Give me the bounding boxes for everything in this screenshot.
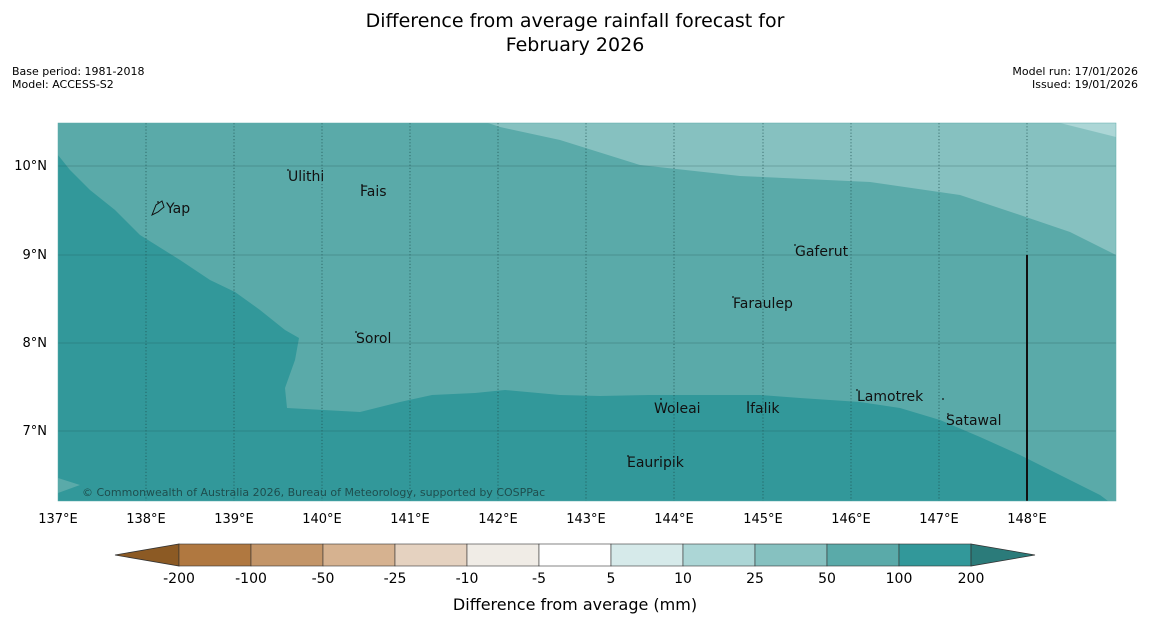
colorbar-tick-label: 5 bbox=[607, 571, 616, 587]
longitude-label: 143°E bbox=[566, 512, 606, 527]
latitude-label: 10°N bbox=[14, 159, 47, 174]
place-label: Woleai bbox=[654, 401, 701, 417]
colorbar-title: Difference from average (mm) bbox=[453, 595, 697, 614]
zone-25-50 bbox=[488, 123, 1116, 255]
island-dot bbox=[287, 169, 289, 171]
longitude-label: 137°E bbox=[38, 512, 78, 527]
colorbar-swatch bbox=[682, 543, 756, 567]
title-line-1: Difference from average rainfall forecas… bbox=[365, 10, 785, 32]
colorbar bbox=[114, 543, 1036, 567]
colorbar-tick-label: 200 bbox=[958, 571, 985, 587]
latitude-label: 8°N bbox=[23, 336, 48, 351]
colorbar-tick-label: -25 bbox=[384, 571, 407, 587]
island-dot bbox=[157, 201, 159, 203]
model-name: Model: ACCESS-S2 bbox=[12, 78, 114, 91]
island-markers bbox=[157, 169, 949, 457]
issued-date: Issued: 19/01/2026 bbox=[1031, 78, 1138, 91]
colorbar-tick-label: -50 bbox=[312, 571, 335, 587]
island-dot bbox=[361, 184, 363, 186]
colorbar-extend-low bbox=[114, 543, 180, 567]
colorbar-swatch bbox=[610, 543, 684, 567]
yap-island-outline bbox=[151, 200, 165, 217]
island-dot bbox=[856, 389, 858, 391]
island-dot bbox=[355, 331, 357, 333]
colorbar-swatch bbox=[754, 543, 828, 567]
latitude-label: 7°N bbox=[23, 424, 48, 439]
place-labels: Ulithi Fais Yap Gaferut Faraulep Sorol Lamotre… bbox=[165, 169, 1001, 471]
colorbar-tick-label: -200 bbox=[163, 571, 195, 587]
colorbar-swatch bbox=[826, 543, 900, 567]
island-dot bbox=[747, 401, 749, 403]
latitude-label: 9°N bbox=[23, 248, 48, 263]
place-label: Sorol bbox=[356, 331, 391, 347]
colorbar-tick-labels: -200 -100 -50 -25 -10 -5 5 10 25 50 100 200 bbox=[163, 571, 984, 587]
colorbar-tick-label: 50 bbox=[818, 571, 836, 587]
colorbar-tick-label: 25 bbox=[746, 571, 764, 587]
island-dot bbox=[627, 455, 629, 457]
place-label: Yap bbox=[165, 201, 190, 217]
colorbar-swatch bbox=[250, 543, 324, 567]
place-label: Lamotrek bbox=[857, 389, 924, 405]
colorbar-tick-label: -5 bbox=[532, 571, 546, 587]
colorbar-swatch bbox=[178, 543, 252, 567]
longitude-label: 138°E bbox=[126, 512, 166, 527]
longitude-label: 139°E bbox=[214, 512, 254, 527]
island-dot bbox=[942, 398, 944, 400]
longitude-label: 144°E bbox=[654, 512, 694, 527]
colorbar-tick-label: 10 bbox=[674, 571, 692, 587]
island-dot bbox=[794, 244, 796, 246]
longitude-label: 146°E bbox=[831, 512, 871, 527]
place-label: Eauripik bbox=[627, 455, 685, 471]
map-frame bbox=[57, 122, 1117, 502]
colorbar-extend-high bbox=[970, 543, 1036, 567]
place-label: Fais bbox=[360, 184, 387, 200]
colorbar-swatch bbox=[538, 543, 612, 567]
zone-100-200 bbox=[58, 155, 1108, 501]
zone-10-25 bbox=[1060, 123, 1116, 137]
latitude-labels: 10°N 9°N 8°N 7°N bbox=[14, 159, 47, 439]
colorbar-swatch bbox=[394, 543, 468, 567]
title-line-2: February 2026 bbox=[505, 34, 645, 56]
longitude-labels: 137°E 138°E 139°E 140°E 141°E 142°E 143°E 144°E… bbox=[38, 512, 1047, 527]
longitude-label: 141°E bbox=[390, 512, 430, 527]
place-label: Gaferut bbox=[795, 244, 849, 260]
longitude-label: 142°E bbox=[478, 512, 518, 527]
place-label: Faraulep bbox=[733, 296, 793, 312]
colorbar-tick-label: -100 bbox=[235, 571, 267, 587]
place-label: Ulithi bbox=[288, 169, 324, 185]
island-dot bbox=[660, 398, 662, 400]
colorbar-swatch bbox=[466, 543, 540, 567]
model-run-date: Model run: 17/01/2026 bbox=[1012, 65, 1138, 78]
longitude-label: 147°E bbox=[919, 512, 959, 527]
copyright-notice: © Commonwealth of Australia 2026, Bureau… bbox=[82, 486, 545, 499]
colorbar-swatch bbox=[322, 543, 396, 567]
island-dot bbox=[947, 413, 949, 415]
longitude-label: 140°E bbox=[302, 512, 342, 527]
base-period: Base period: 1981-2018 bbox=[12, 65, 145, 78]
colorbar-tick-label: 100 bbox=[886, 571, 913, 587]
longitude-label: 145°E bbox=[743, 512, 783, 527]
colorbar-swatch bbox=[898, 543, 972, 567]
rainfall-anomaly-field bbox=[58, 123, 1116, 501]
longitude-label: 148°E bbox=[1007, 512, 1047, 527]
zone-50-100-corner bbox=[58, 478, 80, 493]
place-label: Satawal bbox=[946, 413, 1001, 429]
colorbar-tick-label: -10 bbox=[456, 571, 479, 587]
place-label: Ifalik bbox=[746, 401, 780, 417]
island-dot bbox=[732, 296, 734, 298]
